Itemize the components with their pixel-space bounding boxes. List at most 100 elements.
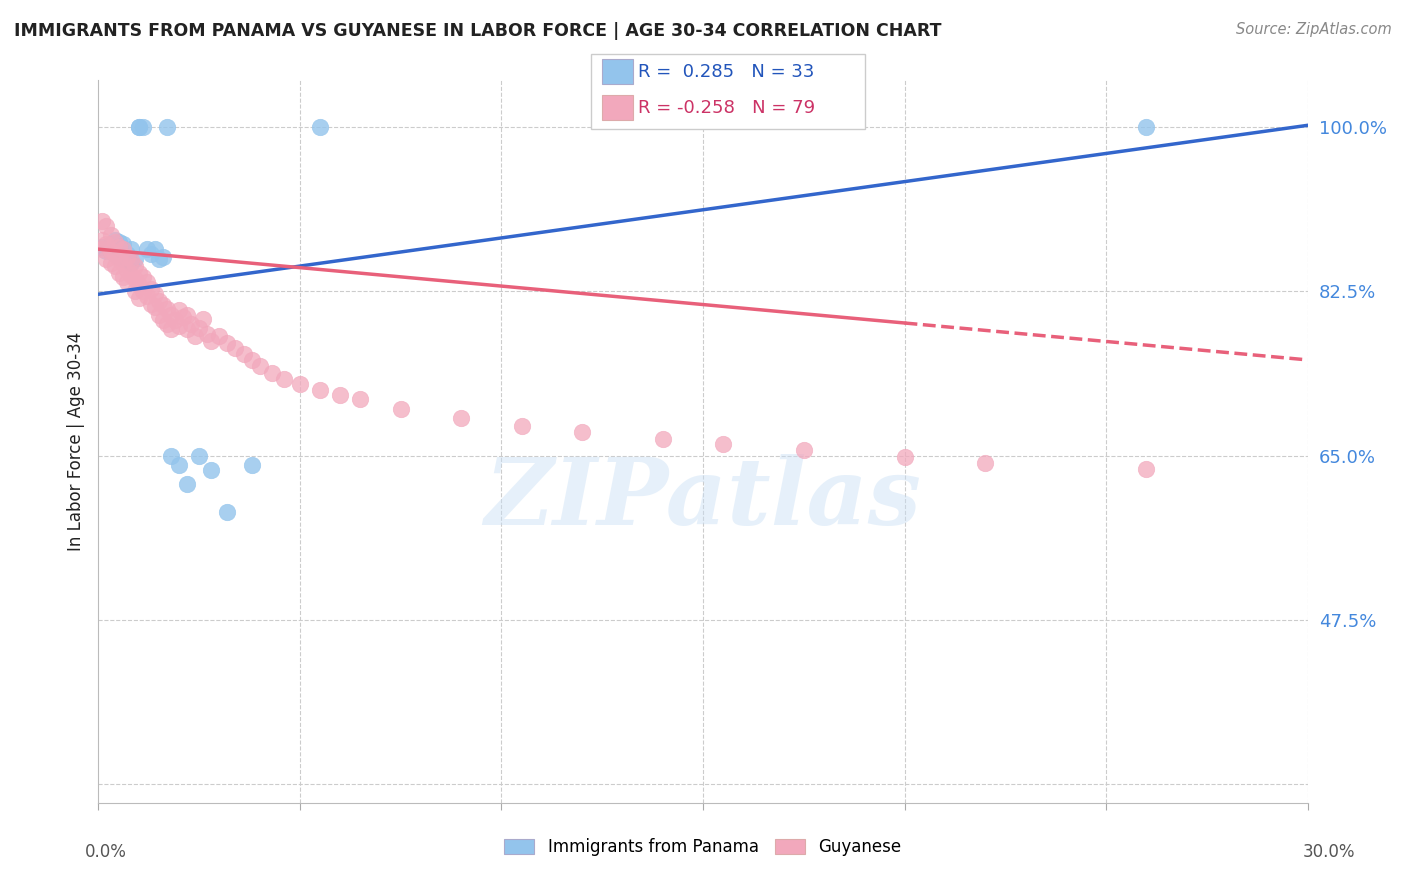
Point — [217, 505, 239, 519]
Point — [107, 252, 129, 266]
Point — [217, 336, 239, 351]
Point — [96, 219, 118, 233]
Point — [240, 352, 263, 367]
Point — [1135, 462, 1157, 476]
Point — [132, 285, 155, 299]
Point — [103, 247, 125, 261]
Point — [510, 418, 533, 433]
Point — [329, 387, 352, 401]
Point — [148, 308, 170, 322]
Point — [115, 275, 138, 289]
Point — [139, 282, 162, 296]
Point — [100, 228, 122, 243]
Point — [135, 242, 157, 256]
Point — [148, 293, 170, 308]
Point — [103, 259, 125, 273]
Point — [96, 237, 118, 252]
Legend: Immigrants from Panama, Guyanese: Immigrants from Panama, Guyanese — [498, 831, 908, 863]
Point — [156, 318, 179, 332]
Point — [893, 450, 915, 465]
Point — [240, 458, 263, 472]
Point — [176, 322, 198, 336]
Point — [107, 240, 129, 254]
Point — [107, 235, 129, 249]
Point — [793, 442, 815, 457]
Point — [143, 301, 166, 315]
Point — [115, 262, 138, 277]
Point — [260, 366, 283, 380]
Point — [651, 432, 673, 446]
Point — [167, 319, 190, 334]
Point — [184, 328, 207, 343]
Point — [103, 233, 125, 247]
Point — [224, 341, 246, 355]
Point — [571, 425, 593, 439]
Point — [128, 277, 150, 292]
Point — [124, 259, 146, 273]
Point — [124, 252, 146, 266]
Point — [450, 411, 472, 425]
Point — [103, 247, 125, 261]
Point — [91, 242, 114, 256]
Point — [288, 377, 311, 392]
Point — [132, 270, 155, 285]
Point — [120, 268, 142, 283]
Text: IMMIGRANTS FROM PANAMA VS GUYANESE IN LABOR FORCE | AGE 30-34 CORRELATION CHART: IMMIGRANTS FROM PANAMA VS GUYANESE IN LA… — [14, 22, 942, 40]
Point — [389, 401, 412, 416]
Point — [711, 437, 734, 451]
Point — [176, 308, 198, 322]
Point — [100, 237, 122, 252]
Point — [120, 253, 142, 268]
Point — [200, 463, 222, 477]
Point — [152, 298, 174, 312]
Point — [111, 237, 134, 252]
Point — [163, 312, 186, 326]
Point — [309, 120, 332, 135]
Point — [124, 285, 146, 299]
Point — [107, 250, 129, 264]
Point — [143, 287, 166, 301]
Point — [96, 252, 118, 266]
Point — [139, 247, 162, 261]
Text: Source: ZipAtlas.com: Source: ZipAtlas.com — [1236, 22, 1392, 37]
Point — [100, 256, 122, 270]
Y-axis label: In Labor Force | Age 30-34: In Labor Force | Age 30-34 — [66, 332, 84, 551]
Point — [349, 392, 371, 407]
Point — [188, 449, 211, 463]
Point — [195, 326, 218, 341]
Point — [111, 252, 134, 266]
Point — [135, 275, 157, 289]
Point — [120, 256, 142, 270]
Point — [156, 120, 179, 135]
Text: R = -0.258   N = 79: R = -0.258 N = 79 — [638, 99, 815, 117]
Point — [128, 291, 150, 305]
Point — [111, 270, 134, 285]
Point — [152, 250, 174, 264]
Text: ZIPatlas: ZIPatlas — [485, 454, 921, 544]
Text: 0.0%: 0.0% — [84, 843, 127, 861]
Point — [249, 359, 271, 374]
Text: R =  0.285   N = 33: R = 0.285 N = 33 — [638, 62, 814, 81]
Point — [180, 318, 202, 332]
Point — [160, 449, 183, 463]
Point — [200, 334, 222, 348]
Point — [91, 233, 114, 247]
Point — [128, 120, 150, 135]
Point — [103, 235, 125, 249]
Point — [107, 242, 129, 256]
Point — [124, 272, 146, 286]
Point — [273, 372, 295, 386]
Point — [172, 310, 194, 324]
Point — [193, 311, 215, 326]
Point — [111, 256, 134, 270]
Point — [232, 347, 254, 361]
Point — [974, 456, 997, 470]
Point — [115, 247, 138, 261]
Point — [111, 242, 134, 256]
Point — [152, 312, 174, 326]
Point — [143, 242, 166, 256]
Point — [188, 321, 211, 335]
Point — [91, 214, 114, 228]
Point — [120, 242, 142, 256]
Point — [100, 242, 122, 256]
